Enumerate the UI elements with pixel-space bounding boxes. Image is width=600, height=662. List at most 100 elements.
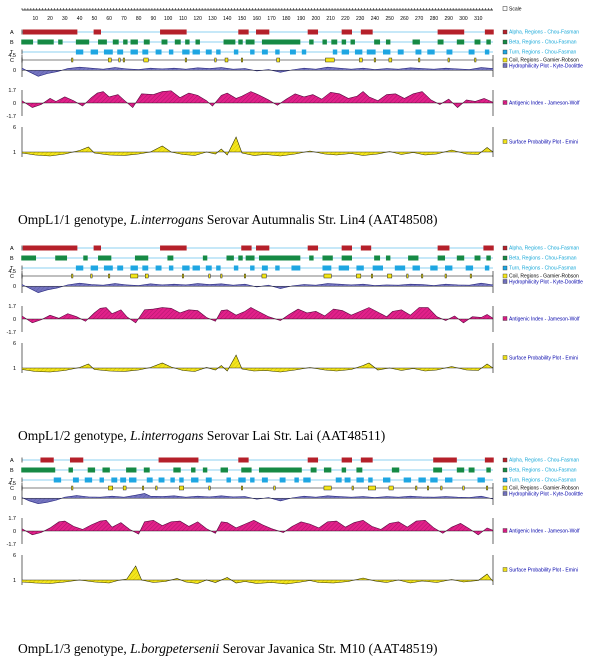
beta-region (123, 39, 128, 45)
alpha-region (238, 457, 249, 463)
turn-region (250, 265, 255, 271)
turn-region (168, 265, 174, 271)
turn-region (356, 477, 364, 483)
hydrophilicity-line (21, 282, 494, 293)
turn-region (155, 49, 162, 55)
antigenic-legend-swatch (502, 528, 508, 533)
turn-region (301, 49, 307, 55)
antigenic-area (22, 90, 493, 108)
coil-region (351, 485, 354, 491)
scale-tick-label: 310 (474, 16, 483, 22)
turn-region (191, 477, 199, 483)
coil-region (241, 485, 243, 491)
antigenic-legend-swatch (502, 100, 508, 105)
beta-legend-label: Beta, Regions - Chou-Fasman (509, 468, 577, 474)
turn-region (90, 49, 99, 55)
hydrophilicity-axis-label: 4.5 (8, 53, 16, 59)
beta-region (174, 39, 181, 45)
turn-region (120, 477, 127, 483)
hydrophilicity-axis-label: 0 (13, 496, 16, 502)
antigenic-legend-label: Antigenic Index - Jameson-Wolf (509, 101, 580, 107)
coil-legend-label: Coil, Regions - Garnier-Robson (509, 486, 579, 492)
turn-region (182, 49, 190, 55)
coil-region (387, 273, 393, 279)
turn-region (170, 477, 175, 483)
turn-region (446, 49, 453, 55)
track-letter-turn: T (10, 478, 14, 484)
hydrophilicity-axis-label: 4.5 (8, 481, 16, 487)
scale-tick-label: 290 (445, 16, 454, 22)
beta-region (374, 39, 381, 45)
alpha-region (307, 245, 319, 251)
turn-region (158, 477, 165, 483)
coil-region (122, 485, 127, 491)
scale-tick-label: 230 (356, 16, 365, 22)
track-letter-coil: C (10, 274, 14, 280)
beta-region (356, 467, 363, 473)
turn-legend-label: Turn, Regions - Chou-Fasman (509, 266, 577, 272)
turn-region (130, 49, 138, 55)
scale-tick-label: 70 (121, 16, 127, 22)
turn-region (445, 477, 453, 483)
beta-region (474, 39, 481, 45)
turn-region (53, 477, 62, 483)
caption-3-suffix: Serovar Javanica Str. M10 (AAT48519) (219, 641, 438, 656)
coil-region (486, 485, 489, 491)
panel-genotype-3: A Alpha, Regions - Chou-Fasman B Beta, Regi… (7, 457, 583, 585)
surface-probability-axis-label: 6 (13, 125, 16, 131)
beta-region (322, 255, 333, 261)
beta-region (102, 467, 110, 473)
turn-region (275, 49, 280, 55)
turn-region (484, 265, 490, 271)
track-letter-turn: T (10, 266, 14, 272)
beta-region (185, 39, 190, 45)
coil-region (373, 57, 376, 63)
turn-region (216, 49, 221, 55)
coil-region (142, 485, 145, 491)
coil-region (208, 485, 211, 491)
turn-region (146, 477, 153, 483)
turn-legend-swatch (502, 49, 508, 55)
coil-region (444, 273, 447, 279)
surface-probability-legend-label: Surface Probability Plot - Emini (509, 140, 578, 146)
beta-region (191, 467, 196, 473)
track-letter-beta: B (10, 40, 14, 46)
beta-region (143, 467, 150, 473)
turn-region (117, 265, 124, 271)
scale-tick-label: 90 (151, 16, 157, 22)
hydrophilicity-legend-label: Hydrophilicity Plot - Kyte-Doolittle (509, 492, 583, 498)
hydrophilicity-axis-label: 0 (13, 284, 16, 290)
caption-1-suffix: Serovar Autumnalis Str. Lin4 (AAT48508) (203, 212, 438, 227)
coil-region (118, 57, 121, 63)
scale-tick-label: 180 (282, 16, 291, 22)
coil-region (181, 273, 184, 279)
track-letter-beta: B (10, 468, 14, 474)
alpha-region (256, 245, 270, 251)
surface-probability-axis-label: 1 (13, 366, 16, 372)
turn-region (477, 477, 485, 483)
beta-region (202, 255, 208, 261)
caption-genotype-2: OmpL1/2 genotype, L.interrogans Serovar … (18, 428, 385, 444)
beta-region (143, 39, 150, 45)
alpha-region (69, 457, 84, 463)
turn-region (368, 477, 373, 483)
beta-region (258, 467, 302, 473)
beta-region (223, 39, 236, 45)
hydrophilicity-area (22, 493, 493, 504)
caption-1-species: L.interrogans (130, 212, 204, 227)
beta-region (341, 255, 352, 261)
coil-region (145, 273, 149, 279)
turn-region (356, 265, 364, 271)
turn-region (117, 49, 124, 55)
coil-region (388, 57, 393, 63)
antigenic-legend-swatch (502, 316, 508, 321)
turn-region (103, 265, 113, 271)
beta-region (245, 39, 255, 45)
beta-region (412, 39, 420, 45)
coil-region (179, 485, 184, 491)
coil-legend-swatch (502, 57, 508, 63)
coil-region (108, 57, 112, 63)
turn-region (233, 49, 239, 55)
beta-region (374, 255, 381, 261)
beta-region (98, 255, 112, 261)
